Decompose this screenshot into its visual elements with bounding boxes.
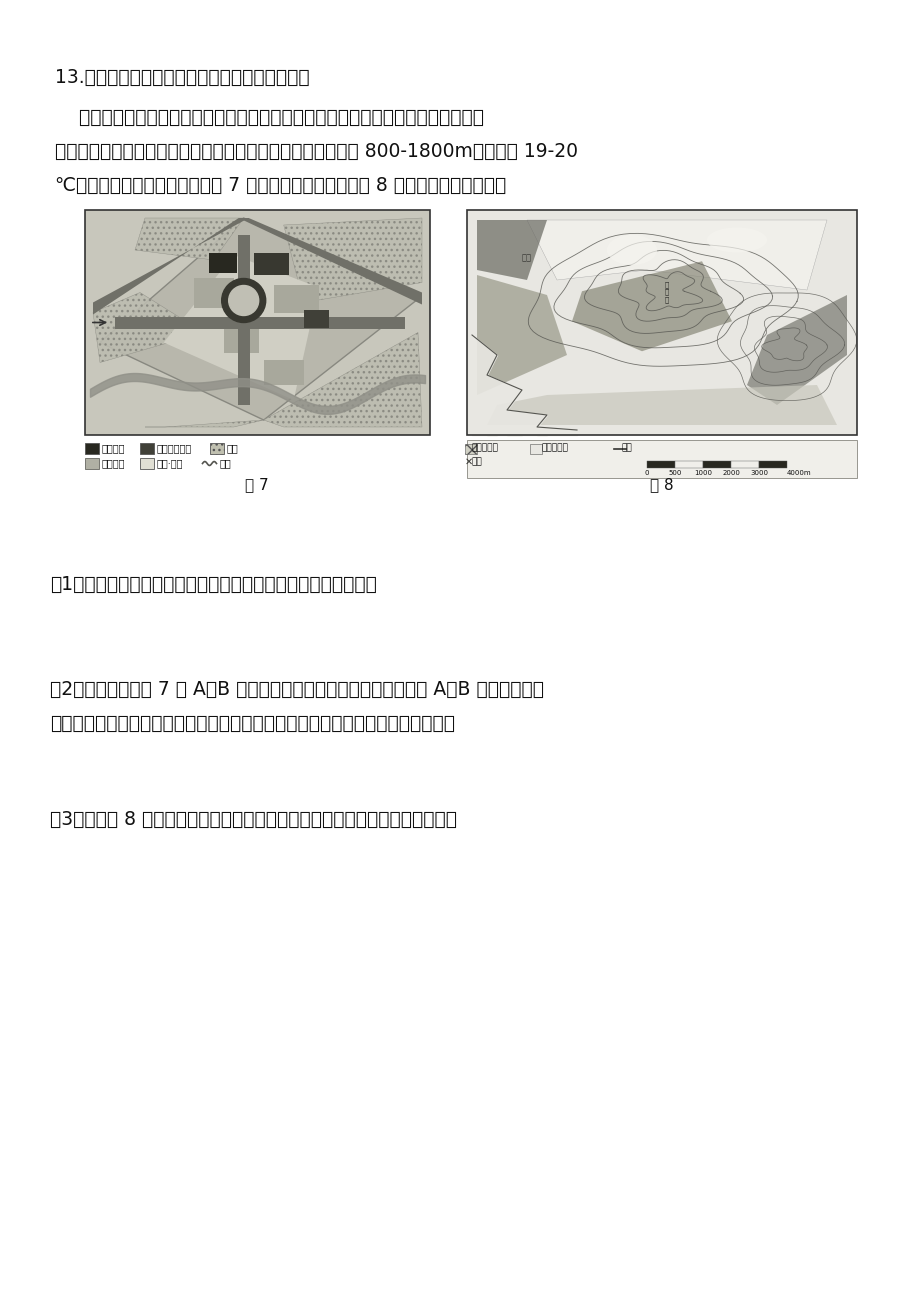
Circle shape <box>221 278 266 322</box>
Polygon shape <box>283 218 422 303</box>
Text: 图 8: 图 8 <box>650 477 673 491</box>
Text: 居住用地: 居住用地 <box>102 459 125 468</box>
Bar <box>529 445 541 454</box>
Bar <box>467 211 857 436</box>
Text: 优势。（要求：两处回答的区位优势不重复，每处回答超过两点的按前两点计分）: 优势。（要求：两处回答的区位优势不重复，每处回答超过两点的按前两点计分） <box>50 714 455 733</box>
Bar <box>303 309 328 328</box>
Polygon shape <box>135 218 244 260</box>
Circle shape <box>229 286 258 316</box>
Text: 13.阅读图文材料并结合所知识，完成下列要求。: 13.阅读图文材料并结合所知识，完成下列要求。 <box>55 68 310 87</box>
Bar <box>140 443 153 454</box>
Text: 4000m: 4000m <box>786 471 811 476</box>
Bar <box>85 443 99 454</box>
Polygon shape <box>746 295 846 406</box>
Bar <box>85 211 429 436</box>
Text: 国界: 国界 <box>621 443 632 452</box>
Text: 500: 500 <box>667 471 681 476</box>
Text: 0: 0 <box>644 471 649 476</box>
Bar <box>646 462 675 468</box>
Polygon shape <box>145 420 264 426</box>
Text: （1）该企业原料全球化采购提高了产品市场竞争力，分析其原因: （1）该企业原料全球化采购提高了产品市场竞争力，分析其原因 <box>50 575 377 594</box>
Text: 咖啡是世界主要饮品之一。世界某咖啡连锁企业的原料实行全球化采购，我国云南: 咖啡是世界主要饮品之一。世界某咖啡连锁企业的原料实行全球化采购，我国云南 <box>55 108 483 127</box>
Text: 咖啡主产区: 咖啡主产区 <box>471 443 498 452</box>
Bar <box>254 252 289 274</box>
Bar <box>140 458 153 469</box>
Polygon shape <box>527 220 826 290</box>
Bar <box>731 462 758 468</box>
Text: 云南: 云南 <box>521 254 531 263</box>
Text: ✕: ✕ <box>464 458 472 467</box>
Text: ℃、土壤排水良好等环境中。图 7 是某城区用地示意图，图 8 是云南某区域示意图。: ℃、土壤排水良好等环境中。图 7 是某城区用地示意图，图 8 是云南某区域示意图… <box>55 176 505 195</box>
Text: 3000: 3000 <box>749 471 767 476</box>
Polygon shape <box>164 255 318 400</box>
Text: （2）该企业拟将图 7 中 A、B 两处作为咖啡店的备选地，请分别说出 A、B 处的两点区位: （2）该企业拟将图 7 中 A、B 两处作为咖啡店的备选地，请分别说出 A、B … <box>50 680 543 699</box>
Bar <box>115 316 404 329</box>
Polygon shape <box>572 261 732 351</box>
Text: 2000: 2000 <box>721 471 739 476</box>
Text: 1000: 1000 <box>693 471 711 476</box>
Bar <box>210 443 223 454</box>
Polygon shape <box>486 385 836 425</box>
Bar <box>467 439 857 478</box>
Text: 广场·道路: 广场·道路 <box>157 459 183 468</box>
Text: 咖
啡
区: 咖 啡 区 <box>664 281 668 303</box>
Polygon shape <box>476 220 547 280</box>
Text: 绿地: 绿地 <box>227 443 239 454</box>
Polygon shape <box>93 292 203 363</box>
Polygon shape <box>238 218 422 304</box>
Bar <box>85 211 429 436</box>
Bar <box>464 445 476 454</box>
Polygon shape <box>100 218 420 420</box>
Bar <box>758 462 786 468</box>
Bar <box>209 252 236 273</box>
Text: 的小粒种咖啡也是其原料之一。小粒种咖啡树适宜生长在海拔 800-1800m、年均温 19-20: 的小粒种咖啡也是其原料之一。小粒种咖啡树适宜生长在海拔 800-1800m、年均… <box>55 142 577 161</box>
Bar <box>237 235 249 406</box>
Text: 白缅克斯斯: 白缅克斯斯 <box>541 443 568 452</box>
Bar <box>194 277 233 308</box>
Polygon shape <box>93 218 248 315</box>
Bar <box>467 211 857 436</box>
Polygon shape <box>476 276 566 395</box>
Bar <box>675 462 702 468</box>
Bar <box>274 285 318 312</box>
Text: 河流: 河流 <box>220 459 231 468</box>
Ellipse shape <box>706 227 766 252</box>
Bar <box>702 462 731 468</box>
Text: 列崖: 列崖 <box>471 458 482 467</box>
Bar <box>264 360 303 385</box>
Text: （3）分析图 8 所示区域地形起伏、地势高低及变化对咖啡树生长的有利影响。: （3）分析图 8 所示区域地形起伏、地势高低及变化对咖啡树生长的有利影响。 <box>50 810 457 829</box>
Ellipse shape <box>607 235 656 265</box>
Text: 商业用地: 商业用地 <box>102 443 125 454</box>
Text: 图 7: 图 7 <box>245 477 268 491</box>
Bar <box>223 328 258 352</box>
Text: 行政办公用地: 行政办公用地 <box>157 443 192 454</box>
Polygon shape <box>264 333 422 426</box>
Bar <box>85 458 99 469</box>
